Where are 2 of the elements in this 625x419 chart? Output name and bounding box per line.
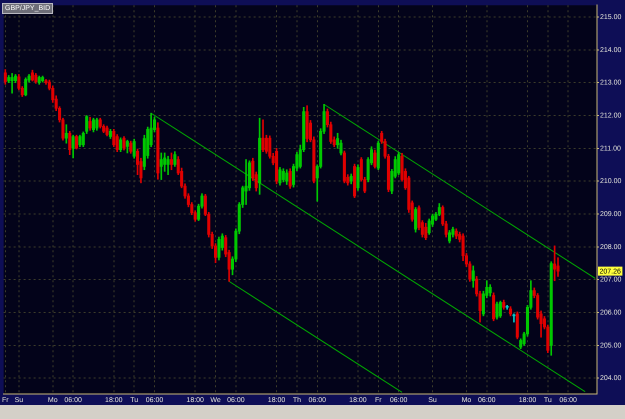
candlestick	[512, 314, 516, 322]
candlestick	[244, 159, 248, 205]
